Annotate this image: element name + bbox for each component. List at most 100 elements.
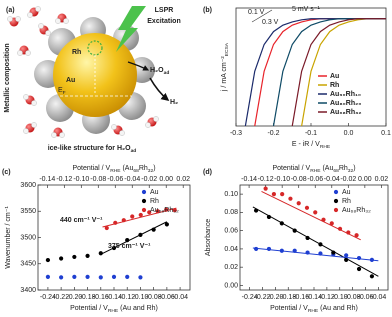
point xyxy=(271,192,276,197)
legend-label: Au xyxy=(342,189,351,196)
fit-line xyxy=(102,207,177,228)
point xyxy=(164,222,169,227)
y-tick-label: 0.06 xyxy=(224,227,238,234)
x-axis-label-part: (Au and Rh) xyxy=(118,305,158,312)
point xyxy=(313,210,318,215)
x-tick-label: -0.24 xyxy=(242,294,258,301)
legend-label: Au₉₀Rh₁₀ xyxy=(330,91,361,98)
x-tick-label: -0.14 xyxy=(106,294,122,301)
x-tick-label: -0.18 xyxy=(280,294,296,301)
caption: ice-like structure for H₂Oad xyxy=(48,145,137,154)
core-label: Au xyxy=(66,77,75,84)
y-tick-label: 3500 xyxy=(20,234,36,241)
x-axis-label-part: RHE xyxy=(108,308,119,314)
panel-label: (a) xyxy=(6,7,15,14)
x2-tick-label: -0.02 xyxy=(340,176,356,183)
x-tick-label: -0.2 xyxy=(267,130,279,137)
x2-axis-label-part: Potential / V xyxy=(272,165,310,172)
x-tick-label: 0.0 xyxy=(344,130,354,137)
x-tick-label: -0.04 xyxy=(370,294,386,301)
point xyxy=(304,205,310,210)
legend-label: Au₈₀Rh₂₀ xyxy=(330,100,361,107)
plot-area xyxy=(244,18,386,126)
x-tick-label: -0.22 xyxy=(53,294,69,301)
annotation: 0.1 V xyxy=(248,9,265,16)
x2-tick-label: -0.12 xyxy=(56,176,72,183)
chart: (b) -0.3 -0.2 -0.1 0.0 0.1 E - iR / VRHE j / mA… xyxy=(203,6,391,150)
x-tick-label: -0.20 xyxy=(66,294,82,301)
point xyxy=(296,201,301,206)
x2-tick-label: -0.02 xyxy=(141,176,157,183)
x-tick-label: -0.22 xyxy=(255,294,271,301)
legend-label: Au₆₈Rh₃₂ xyxy=(150,207,179,214)
point xyxy=(111,274,117,279)
x-tick-label: -0.18 xyxy=(80,294,96,301)
product-label-part: ad xyxy=(164,70,170,76)
caption-part: ad xyxy=(131,148,137,154)
side-label: Metallic composition xyxy=(4,43,11,112)
point xyxy=(85,253,90,258)
fit-line xyxy=(261,190,361,241)
chart: (d)-0.24-0.22-0.20-0.18-0.16-0.14-0.12-0… xyxy=(203,165,389,314)
point xyxy=(138,212,143,218)
panel-label: (d) xyxy=(203,169,212,176)
annotation: 0.3 V xyxy=(262,19,279,26)
point xyxy=(288,196,293,201)
x2-axis-label-part: ) xyxy=(353,165,355,172)
x2-tick-label: -0.08 xyxy=(90,176,106,183)
x2-axis-label: Potential / VRHE (Au68Rh32) xyxy=(272,165,355,174)
x2-tick-label: -0.14 xyxy=(39,176,55,183)
y-tick-label: 3600 xyxy=(20,182,36,189)
y-axis-label-part: j / mA cm⁻² xyxy=(221,56,228,92)
point xyxy=(147,210,152,215)
x-tick-label: -0.24 xyxy=(40,294,56,301)
legend-label: Au xyxy=(150,189,159,196)
x-axis-label-part: RHE xyxy=(308,308,319,314)
panel-label: (c) xyxy=(2,169,11,176)
legend-label: Au₆₈Rh₃₂ xyxy=(330,109,361,116)
x2-tick-label: -0.08 xyxy=(291,176,307,183)
point xyxy=(138,275,143,280)
lspr-label: Excitation xyxy=(147,18,180,25)
caption-part: ice-like structure for H₂O xyxy=(48,145,131,152)
x-tick-label: -0.10 xyxy=(132,294,148,301)
x2-axis-label-part: ) xyxy=(153,165,155,172)
product-label: H₂Oad xyxy=(150,67,169,76)
x-tick-label: -0.16 xyxy=(93,294,109,301)
arrow xyxy=(127,61,150,71)
plot-frame xyxy=(37,184,191,291)
point xyxy=(104,225,109,231)
point xyxy=(125,274,130,279)
fit-line xyxy=(100,221,168,255)
x-tick-label: -0.16 xyxy=(293,294,309,301)
point xyxy=(72,254,77,260)
x2-tick-label: 0.02 xyxy=(176,176,190,183)
lightning xyxy=(116,6,146,52)
x-tick-label: -0.06 xyxy=(357,294,373,301)
point xyxy=(356,255,362,261)
legend-swatch xyxy=(141,189,147,195)
plot-area xyxy=(45,207,177,280)
diagram xyxy=(7,6,273,138)
fit-line xyxy=(252,206,379,277)
sweep-arrow xyxy=(251,9,273,23)
x2-axis-label-part: RHE xyxy=(310,168,321,174)
point xyxy=(45,257,51,263)
x-tick-label: -0.08 xyxy=(146,294,162,301)
annotation: 375 cm⁻¹ V⁻¹ xyxy=(108,243,151,250)
water-molecules xyxy=(7,6,159,138)
x-axis-label: Potential / VRHE (Au and Rh) xyxy=(270,305,358,314)
x-axis-label: E - iR / VRHE xyxy=(292,141,331,150)
legend-label: Au₆₈Rh₃₂ xyxy=(342,207,371,214)
point xyxy=(85,274,90,279)
x2-tick-label: -0.04 xyxy=(124,176,140,183)
plot-frame xyxy=(239,184,389,291)
fermi-label: EF xyxy=(58,87,66,96)
x-tick-label: -0.1 xyxy=(305,130,317,137)
x-axis-label-part: Potential / V xyxy=(270,305,308,312)
point xyxy=(344,253,349,258)
x-tick-label: 0.1 xyxy=(381,130,391,137)
x-tick-label: -0.12 xyxy=(119,294,135,301)
point xyxy=(356,266,362,272)
x-tick-label: -0.08 xyxy=(345,294,361,301)
